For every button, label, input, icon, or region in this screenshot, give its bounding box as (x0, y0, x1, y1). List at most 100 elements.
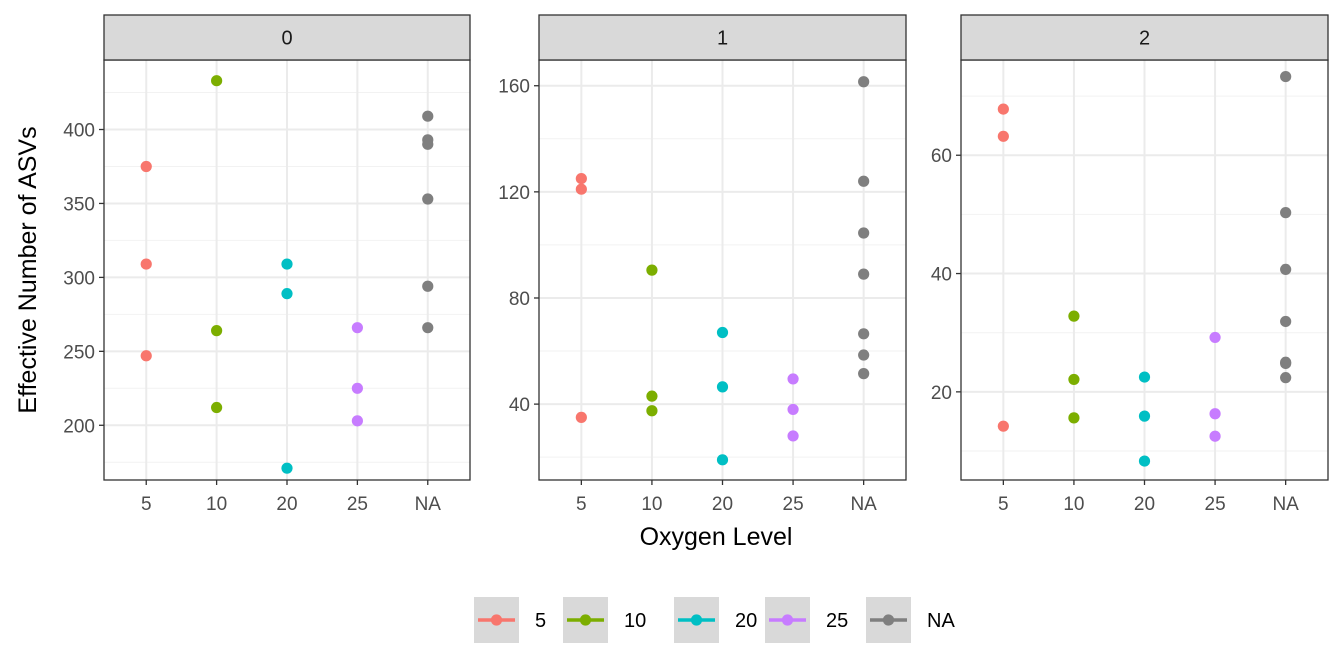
y-tick-label: 80 (509, 289, 530, 310)
legend-label: 10 (624, 610, 646, 632)
x-tick-label: NA (415, 494, 442, 515)
facet-strip-label: 1 (717, 28, 728, 50)
data-point (997, 130, 1009, 142)
legend-key-point (882, 614, 895, 626)
data-point (1209, 408, 1221, 420)
data-point (646, 264, 658, 276)
data-point (787, 403, 799, 416)
legend-label: 5 (535, 610, 546, 632)
y-tick-label: 40 (931, 265, 952, 286)
y-tick-label: 350 (63, 194, 95, 215)
data-point (858, 76, 870, 88)
data-point (351, 382, 363, 394)
data-point (1280, 357, 1292, 370)
x-tick-label: 10 (1063, 494, 1084, 515)
data-point (211, 325, 223, 337)
data-point (716, 454, 729, 466)
data-point (646, 405, 658, 417)
x-tick-label: 25 (1205, 494, 1226, 515)
legend: 5 10 20 25 NA (474, 597, 955, 643)
legend-key-point (781, 614, 794, 626)
data-point (422, 280, 434, 292)
data-point (997, 420, 1009, 432)
data-point (997, 103, 1009, 115)
facet-panel-2: 2 20 40 60 5 10 20 25 NA (931, 14, 1329, 515)
x-tick-label: NA (850, 494, 877, 515)
data-point (858, 268, 870, 280)
data-point (575, 183, 587, 195)
data-point (787, 373, 799, 385)
data-point (140, 258, 152, 270)
y-tick-label: 120 (498, 183, 530, 204)
data-point (422, 322, 434, 334)
y-tick-label: 40 (509, 395, 530, 416)
data-point (1138, 455, 1151, 467)
legend-key-point (490, 614, 503, 626)
legend-entry-10: 10 (563, 597, 646, 643)
data-point (211, 401, 223, 414)
data-point (858, 227, 870, 239)
data-point (1209, 430, 1221, 442)
data-point (858, 368, 870, 380)
y-tick-label: 250 (63, 342, 95, 363)
data-point (858, 328, 870, 340)
facet-strip-label: 0 (281, 28, 292, 50)
data-point (422, 193, 434, 205)
legend-key-point (690, 614, 703, 626)
data-point (1280, 207, 1292, 219)
data-point (1280, 263, 1292, 276)
legend-entry-20: 20 (674, 597, 757, 643)
data-point (1138, 410, 1151, 422)
y-tick-label: 60 (931, 146, 952, 167)
data-point (281, 258, 293, 270)
data-point (351, 415, 363, 427)
facet-strip (538, 14, 907, 61)
data-point (1280, 315, 1292, 328)
x-tick-label: 5 (141, 494, 152, 515)
data-point (1138, 371, 1151, 383)
data-point (140, 160, 152, 173)
data-point (1068, 373, 1080, 386)
facet-strip-label: 2 (1139, 28, 1150, 50)
data-point (422, 110, 434, 122)
data-point (858, 349, 870, 361)
data-point (351, 322, 363, 334)
legend-key-point (579, 614, 592, 626)
y-tick-label: 160 (498, 77, 530, 98)
data-point (1209, 331, 1221, 344)
x-tick-label: 20 (712, 494, 733, 515)
facet-strip (960, 14, 1329, 61)
facet-panel-1: 1 40 80 120 160 5 10 20 25 NA (498, 14, 907, 515)
legend-label: NA (927, 610, 955, 632)
legend-label: 20 (735, 610, 757, 632)
facet-panel-0: 0 200 250 300 350 400 5 10 20 25 NA (63, 14, 471, 515)
data-point (281, 462, 293, 474)
legend-label: 25 (826, 610, 848, 632)
data-point (1068, 310, 1080, 322)
data-point (646, 390, 658, 402)
facet-strip (103, 14, 471, 61)
x-tick-label: 5 (998, 494, 1009, 515)
x-tick-label: 10 (641, 494, 662, 515)
data-point (1280, 372, 1292, 384)
data-point (575, 172, 587, 185)
x-tick-label: 20 (1134, 494, 1155, 515)
data-point (716, 381, 729, 393)
legend-entry-NA: NA (866, 597, 955, 643)
data-point (211, 75, 223, 87)
data-point (1068, 412, 1080, 424)
x-axis-title: Oxygen Level (640, 523, 793, 551)
data-point (716, 326, 729, 339)
y-axis-title: Effective Number of ASVs (14, 126, 42, 413)
x-tick-label: 25 (783, 494, 804, 515)
y-tick-label: 300 (63, 268, 95, 289)
data-point (787, 430, 799, 442)
x-tick-label: 25 (347, 494, 368, 515)
y-tick-label: 400 (63, 121, 95, 142)
data-point (858, 175, 870, 187)
x-tick-label: 20 (276, 494, 297, 515)
data-point (281, 288, 293, 300)
data-point (575, 411, 587, 423)
